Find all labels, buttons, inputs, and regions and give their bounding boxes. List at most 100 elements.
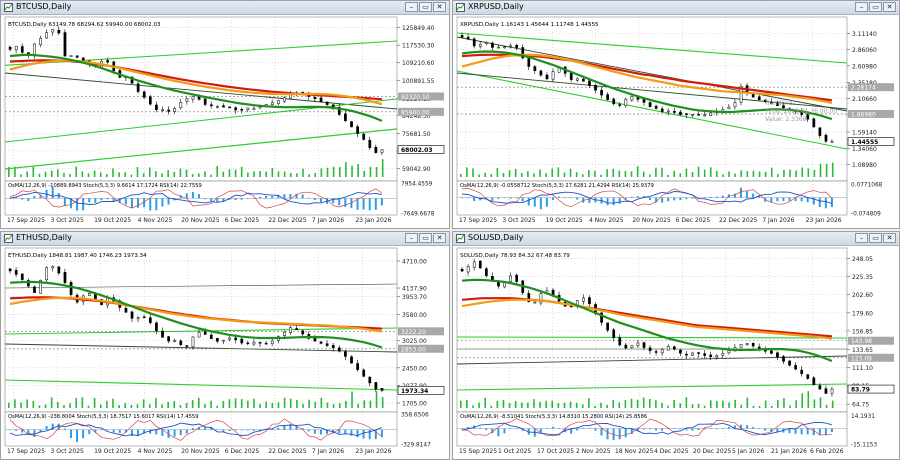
close-button[interactable]: ✕ <box>883 2 896 12</box>
volume-bar <box>259 403 261 408</box>
price-tick-label: 4710.00 <box>402 258 427 265</box>
osma-bar <box>228 429 231 432</box>
candle-body <box>331 345 335 349</box>
candle-body <box>830 141 834 143</box>
volume-bar <box>75 166 78 177</box>
volume-bar <box>770 167 773 177</box>
price-chart[interactable]: 125849.40 117530.30 109210.60 100891.55 9232… <box>1 15 449 228</box>
volume-bar <box>81 397 84 408</box>
restore-button[interactable]: ▭ <box>419 233 432 243</box>
candle-body <box>264 342 268 345</box>
volume-bar <box>563 172 566 177</box>
window-titlebar[interactable]: SOLUSD,Daily – ▭ ✕ <box>453 232 899 246</box>
trend-line <box>4 379 398 391</box>
candle-body <box>606 94 609 100</box>
chart-window-ethusd[interactable]: ETHUSD,Daily – ▭ ✕ 4710.00 4137.90 3953.70… <box>0 231 450 460</box>
volume-bar <box>825 163 828 177</box>
volume-bar <box>338 403 341 408</box>
osma-bar <box>21 429 24 433</box>
candle-body <box>788 360 791 366</box>
osma-bar <box>667 197 670 202</box>
candle-body <box>197 332 201 338</box>
volume-bar <box>130 404 133 408</box>
volume-bar <box>8 166 10 177</box>
level-label: 3222.20 <box>401 329 426 336</box>
osma-bar <box>497 197 500 199</box>
osma-bar <box>368 198 371 211</box>
restore-button[interactable]: ▭ <box>419 2 432 12</box>
candle-body <box>460 269 464 272</box>
price-chart[interactable]: 3.111402.860602.609802.351802.106601.855… <box>453 15 899 228</box>
candle-body <box>51 29 55 33</box>
trend-line <box>4 327 398 335</box>
candle-body <box>319 341 323 344</box>
volume-bar <box>283 397 286 408</box>
osma-bar <box>118 429 121 433</box>
osma-bar <box>240 198 243 200</box>
osma-bar <box>509 197 512 199</box>
volume-bar <box>545 173 547 177</box>
osma-bar <box>818 197 821 208</box>
osma-bar <box>473 197 476 201</box>
window-titlebar[interactable]: ETHUSD,Daily – ▭ ✕ <box>1 232 449 246</box>
window-titlebar[interactable]: XRPUSD,Daily – ▭ ✕ <box>453 1 899 15</box>
minimize-button[interactable]: – <box>855 233 868 243</box>
osma-bar <box>746 425 749 429</box>
candle-body <box>776 352 779 358</box>
candle-body <box>588 297 591 305</box>
chart-window-solusd[interactable]: SOLUSD,Daily – ▭ ✕ 248.05 225.35 202.60 179… <box>452 231 900 460</box>
osma-bar <box>824 197 827 209</box>
osma-bar <box>636 196 639 198</box>
volume-bar <box>363 170 366 177</box>
candle-body <box>485 268 488 276</box>
osma-bar <box>521 428 524 431</box>
close-button[interactable]: ✕ <box>433 2 446 12</box>
volume-bar <box>460 400 462 408</box>
candle-body <box>666 110 670 113</box>
oscillator-tick-label: -329.8147 <box>401 443 431 449</box>
oscillator-plot-frame <box>4 180 398 216</box>
restore-button[interactable]: ▭ <box>869 2 882 12</box>
osma-bar <box>185 429 188 434</box>
osma-bar <box>277 427 280 430</box>
osma-bar <box>374 429 377 440</box>
volume-bar <box>50 170 53 177</box>
window-titlebar[interactable]: BTCUSD,Daily – ▭ ✕ <box>1 1 449 15</box>
restore-button[interactable]: ▭ <box>869 233 882 243</box>
osma-bar <box>374 198 377 210</box>
moving-average-green <box>461 278 833 363</box>
volume-bar <box>198 173 200 177</box>
minimize-button[interactable]: – <box>405 233 418 243</box>
candle-body <box>630 96 634 101</box>
close-button[interactable]: ✕ <box>433 233 446 243</box>
volume-bar <box>326 402 329 408</box>
date-tick-label: 23 Jan 2026 <box>355 217 391 224</box>
chart-window-xrpusd[interactable]: XRPUSD,Daily – ▭ ✕ 3.11140 2.86060 2.60980… <box>452 0 900 229</box>
candle-body <box>155 104 158 111</box>
osma-bar <box>39 429 42 432</box>
volume-bar <box>758 405 761 408</box>
volume-bar <box>673 170 675 177</box>
osma-bar <box>776 197 779 202</box>
level-label: 2853.00 <box>401 346 426 353</box>
current-price-box <box>847 384 895 394</box>
osma-bar <box>685 428 688 431</box>
trend-line <box>456 70 848 150</box>
close-button[interactable]: ✕ <box>883 233 896 243</box>
volume-bar <box>332 403 335 408</box>
minimize-button[interactable]: – <box>405 2 418 12</box>
price-chart[interactable]: 248.05 225.35 202.60 179.60 156.85 133.65 111.… <box>453 246 899 459</box>
price-tick-label: 2.86060 <box>852 47 877 54</box>
osma-bar <box>655 197 658 203</box>
chart-window-btcusd[interactable]: BTCUSD,Daily – ▭ ✕ 125849.40 117530.30 109… <box>0 0 450 229</box>
candle-body <box>721 353 725 356</box>
current-price-label: 1.44555 <box>851 139 878 146</box>
volume-bar <box>106 400 108 408</box>
candle-body <box>203 98 207 105</box>
volume-bar <box>594 170 596 177</box>
volume-bar <box>253 398 255 408</box>
osma-bar <box>295 193 298 199</box>
minimize-button[interactable]: – <box>855 2 868 12</box>
osma-bar <box>106 198 109 200</box>
